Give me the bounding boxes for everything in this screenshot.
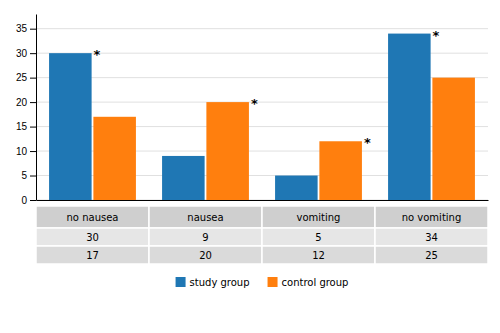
table-header: vomiting (297, 212, 341, 223)
y-tick-label: 35 (16, 23, 28, 34)
table-cell (149, 228, 262, 246)
y-tick-label: 5 (21, 170, 27, 181)
y-axis: 0 5 10 15 20 25 30 35 (16, 15, 37, 206)
legend-item: control group (268, 277, 349, 288)
chart: 0 5 10 15 20 25 30 35 * * * * no nausea 30 17 nausea 9 20… (0, 0, 500, 333)
y-tick: 0 (21, 195, 36, 206)
table-value: 5 (315, 232, 321, 243)
table-cell (262, 228, 375, 246)
y-tick-label: 30 (16, 48, 28, 59)
y-tick-mark (30, 200, 36, 201)
y-tick: 5 (21, 170, 36, 181)
table-value: 30 (86, 232, 99, 243)
y-tick: 15 (16, 121, 36, 132)
y-tick-label: 15 (16, 121, 28, 132)
grid (36, 29, 488, 200)
legend: study group control group (176, 277, 349, 288)
table-cell (149, 206, 262, 228)
y-axis-line (36, 15, 37, 201)
table-value: 20 (199, 250, 212, 261)
bar-series (93, 78, 475, 200)
y-tick-label: 20 (16, 97, 28, 108)
x-axis-line (37, 200, 489, 201)
significance-star: * (251, 96, 258, 111)
bar (49, 53, 92, 200)
y-tick: 35 (16, 23, 36, 34)
legend-swatch (176, 277, 186, 287)
legend-label: study group (190, 277, 250, 288)
table-cell (375, 246, 488, 264)
y-tick-mark (30, 53, 36, 54)
y-tick-mark (30, 29, 36, 30)
grid-line (36, 28, 488, 29)
table-cell (36, 228, 149, 246)
bar (319, 141, 362, 200)
y-tick-mark (30, 102, 36, 103)
y-tick-mark (30, 78, 36, 79)
y-tick-label: 10 (16, 146, 28, 157)
significance-star: * (94, 47, 101, 62)
y-tick: 25 (16, 72, 36, 83)
table-header: nausea (187, 212, 223, 223)
y-tick-mark (30, 127, 36, 128)
legend-item: study group (176, 277, 250, 288)
table-value: 9 (202, 232, 208, 243)
legend-label: control group (282, 277, 349, 288)
table-value: 17 (86, 250, 99, 261)
significance-star: * (364, 135, 371, 150)
table-value: 25 (425, 250, 438, 261)
table-cell (262, 206, 375, 228)
bar (93, 117, 136, 200)
y-tick-mark (30, 151, 36, 152)
significance-star: * (433, 28, 440, 43)
bar (275, 176, 318, 200)
table-cell (375, 206, 488, 228)
y-tick-label: 0 (21, 195, 27, 206)
bar (162, 156, 205, 200)
chart-container: 0 5 10 15 20 25 30 35 * * * * no nausea 30 17 nausea 9 20… (0, 0, 500, 333)
bars (49, 34, 475, 200)
table-header: no vomiting (402, 212, 462, 223)
table-cell (36, 206, 149, 228)
bar (206, 102, 249, 200)
table-cell (36, 246, 149, 264)
y-tick-label: 25 (16, 72, 28, 83)
table-cell (149, 246, 262, 264)
y-tick: 10 (16, 146, 36, 157)
table-cell (262, 246, 375, 264)
table-value: 34 (425, 232, 438, 243)
bar (388, 34, 431, 200)
bar-series (49, 34, 431, 200)
y-tick: 20 (16, 97, 36, 108)
y-tick: 30 (16, 48, 36, 59)
y-tick-mark (30, 176, 36, 177)
legend-swatch (268, 277, 278, 287)
table-header: no nausea (67, 212, 119, 223)
table: no nausea 30 17 nausea 9 20 vomiting 5 12 no vomi… (36, 206, 488, 264)
annotations: * * * * (94, 28, 440, 151)
table-value: 12 (312, 250, 325, 261)
table-cell (375, 228, 488, 246)
bar (432, 78, 475, 200)
x-axis (37, 200, 489, 201)
